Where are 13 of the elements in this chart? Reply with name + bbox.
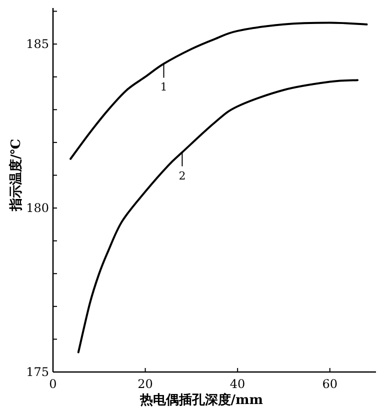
y-axis-title: 指示温度/℃ [8,138,24,212]
x-tick-label: 20 [138,377,153,391]
annotation: 2 [178,169,186,182]
line-series [70,22,368,160]
x-axis-title: 热电偶插孔深度/mm [138,392,264,408]
y-tick-label: 180 [26,201,49,216]
x-tick-label: 40 [230,377,246,391]
annotation: 1 [160,80,168,94]
x-tick-label: 60 [322,377,338,391]
x-tick-label: 0 [49,377,57,391]
y-tick-label: 185 [26,37,49,52]
line-series [77,79,359,354]
y-tick-label: 175 [26,365,49,379]
